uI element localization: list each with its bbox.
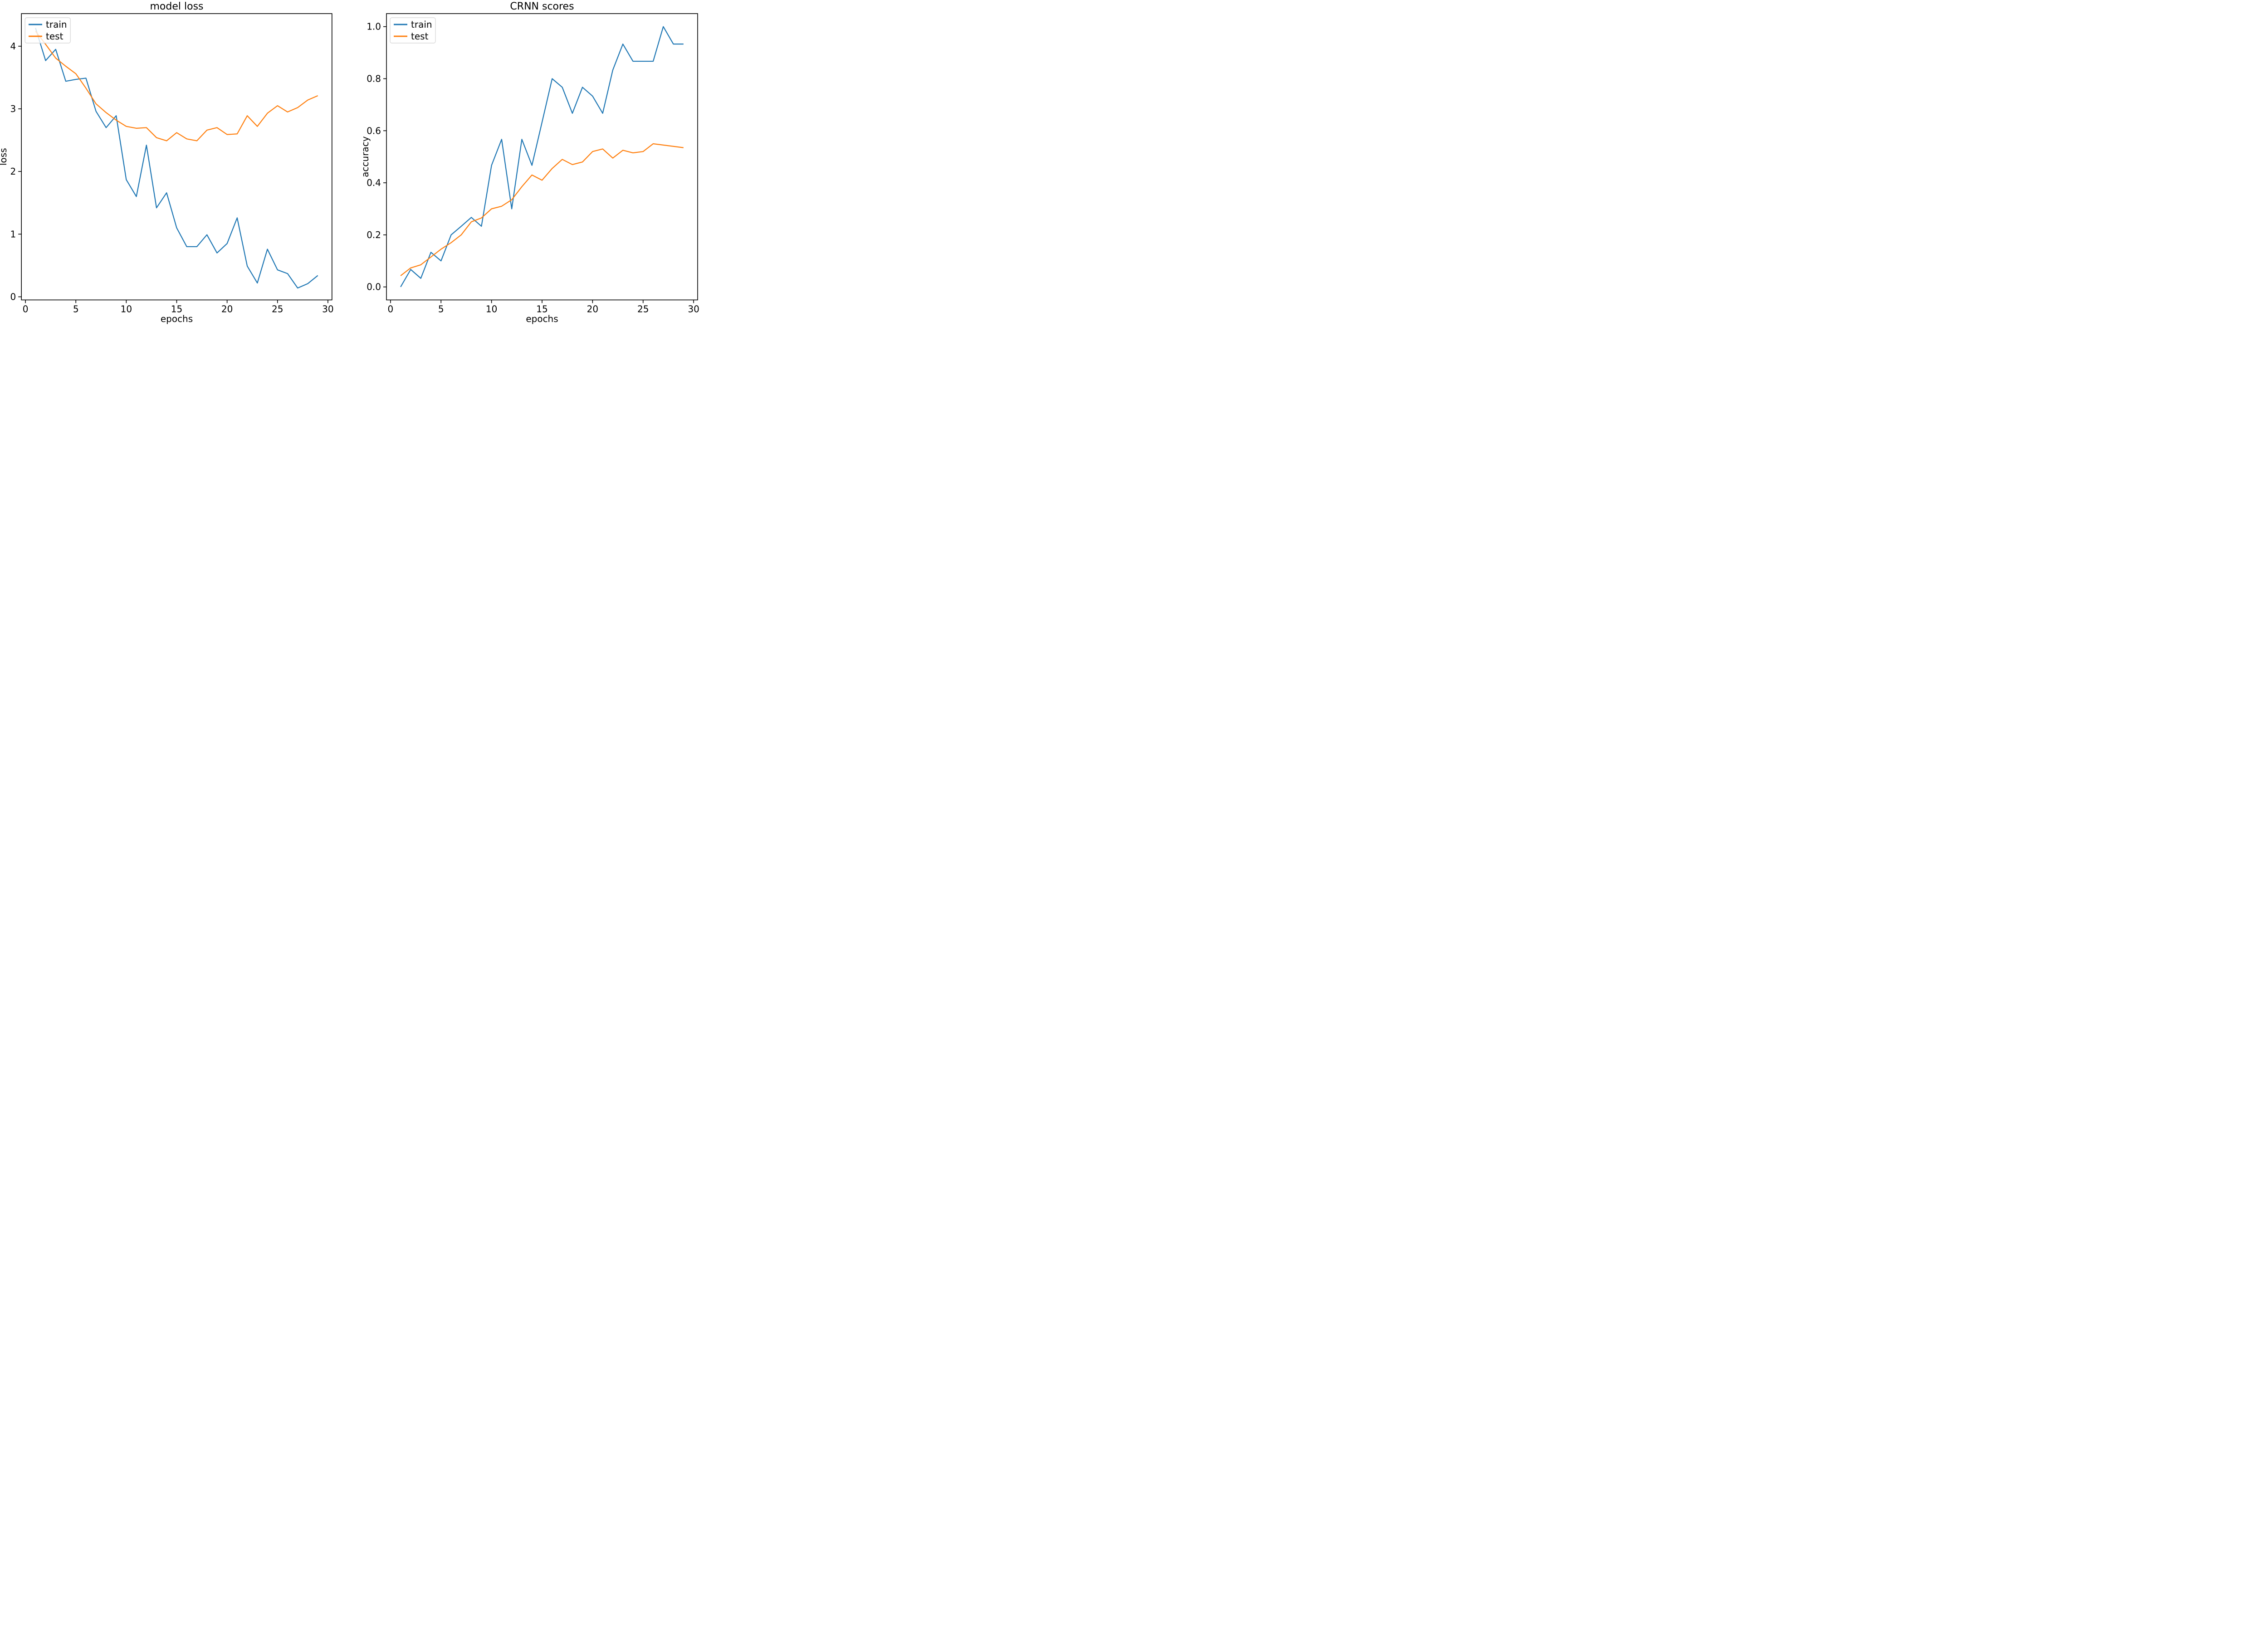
crnn-scores-xtick-label-30: 30	[688, 303, 699, 314]
model-loss-axes: 0 5 10 15 20 25 30 0 1 2 3 4	[10, 13, 334, 314]
model-loss-ytick-label-1: 1	[10, 229, 16, 239]
right-chart-text: CRNN scores epochs accuracy train test	[360, 1, 574, 324]
left-chart-xlabel: epochs	[161, 313, 193, 324]
crnn-scores-ytick-label-1.0: 1.0	[367, 21, 381, 32]
crnn-scores-ytick-label-0.0: 0.0	[367, 282, 381, 292]
crnn-scores-test-line	[400, 143, 684, 276]
model-loss-xtick-label-0: 0	[23, 303, 29, 314]
crnn-scores-xtick-label-0: 0	[388, 303, 394, 314]
left-chart-legend: train test	[24, 17, 71, 44]
model-loss-ytick-label-4: 4	[10, 41, 16, 52]
crnn-scores-xtick-label-25: 25	[637, 303, 649, 314]
model-loss-xtick-label-25: 25	[272, 303, 283, 314]
left-legend-label-test: test	[46, 31, 64, 42]
right-chart-title: CRNN scores	[510, 1, 574, 12]
figure-canvas: 0 5 10 15 20 25 30 0 1 2 3 4 0 5 10 15 20 25 30 0.0 0.2 0.4 0.…	[0, 0, 702, 327]
crnn-scores-spines	[386, 13, 698, 301]
left-legend-label-train: train	[46, 19, 67, 30]
crnn-scores-ytick-label-0.6: 0.6	[367, 125, 381, 136]
model-loss-xtick-label-5: 5	[73, 303, 79, 314]
crnn-scores-xtick-label-10: 10	[486, 303, 497, 314]
model-loss-ytick-label-2: 2	[10, 166, 16, 177]
charts-svg: 0 5 10 15 20 25 30 0 1 2 3 4 0 5 10 15 20 25 30 0.0 0.2 0.4 0.…	[0, 1, 699, 324]
crnn-scores-ytick-label-0.4: 0.4	[367, 177, 381, 188]
model-loss-xtick-label-10: 10	[121, 303, 132, 314]
crnn-scores-train-line	[400, 26, 684, 288]
model-loss-train-line	[35, 28, 318, 289]
crnn-scores-xtick-label-20: 20	[587, 303, 598, 314]
model-loss-xtick-label-20: 20	[221, 303, 233, 314]
right-chart-ylabel: accuracy	[360, 136, 371, 177]
left-chart-ylabel: loss	[0, 148, 9, 166]
model-loss-spines	[21, 13, 332, 301]
plots-layer: 0 5 10 15 20 25 30 0 1 2 3 4 0 5 10 15 20 25 30 0.0 0.2 0.4 0.…	[10, 13, 699, 314]
crnn-scores-ytick-label-0.2: 0.2	[367, 229, 381, 240]
crnn-scores-axes: 0 5 10 15 20 25 30 0.0 0.2 0.4 0.6 0.8 1.0	[367, 13, 699, 314]
crnn-scores-ytick-label-0.8: 0.8	[367, 73, 381, 84]
model-loss-xtick-label-15: 15	[171, 303, 182, 314]
model-loss-test-line	[35, 31, 318, 141]
crnn-scores-xtick-label-15: 15	[536, 303, 547, 314]
right-chart-xlabel: epochs	[526, 313, 558, 324]
model-loss-ytick-label-3: 3	[10, 103, 16, 114]
right-legend-label-train: train	[411, 19, 432, 30]
right-legend-label-test: test	[411, 31, 429, 42]
model-loss-xtick-label-30: 30	[322, 303, 333, 314]
crnn-scores-xtick-label-5: 5	[438, 303, 444, 314]
left-chart-text: model loss epochs loss train test	[0, 1, 204, 324]
left-chart-title: model loss	[150, 1, 204, 12]
model-loss-ytick-label-0: 0	[10, 291, 16, 302]
right-chart-legend: train test	[390, 17, 436, 44]
